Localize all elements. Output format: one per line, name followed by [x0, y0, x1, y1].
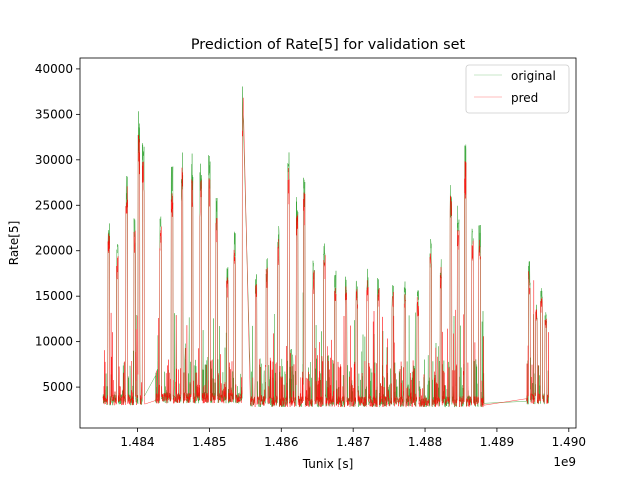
- y-tick-label: 25000: [35, 198, 73, 212]
- x-tick-label: 1.490: [552, 435, 586, 449]
- y-tick-label: 15000: [35, 289, 73, 303]
- y-tick-label: 35000: [35, 107, 73, 121]
- y-axis: 5000 10000 15000 20000 25000 30000 35000 40000: [35, 62, 80, 394]
- legend-box: [465, 64, 570, 114]
- x-axis: 1.484 1.485 1.486 1.487 1.488 1.489 1.490: [120, 428, 586, 449]
- axes-frame: [79, 57, 577, 429]
- legend-label-pred: pred: [511, 91, 538, 105]
- y-tick-label: 10000: [35, 335, 73, 349]
- legend: original pred: [465, 64, 570, 114]
- y-tick-label: 20000: [35, 244, 73, 258]
- y-tick-label: 30000: [35, 153, 73, 167]
- y-tick-label: 40000: [35, 62, 73, 76]
- y-axis-label: Rate[5]: [7, 221, 21, 266]
- legend-label-original: original: [511, 69, 556, 83]
- x-axis-offset-label: 1e9: [553, 455, 576, 469]
- x-tick-label: 1.485: [192, 435, 226, 449]
- series-line-pred: [102, 97, 549, 408]
- x-tick-label: 1.488: [408, 435, 442, 449]
- y-tick-label: 5000: [42, 380, 73, 394]
- plot-area: [102, 86, 549, 408]
- x-axis-label: Tunix [s]: [302, 457, 354, 471]
- x-tick-label: 1.487: [336, 435, 370, 449]
- x-tick-label: 1.486: [264, 435, 298, 449]
- x-tick-label: 1.489: [480, 435, 514, 449]
- x-tick-label: 1.484: [120, 435, 154, 449]
- chart-title: Prediction of Rate[5] for validation set: [191, 37, 466, 53]
